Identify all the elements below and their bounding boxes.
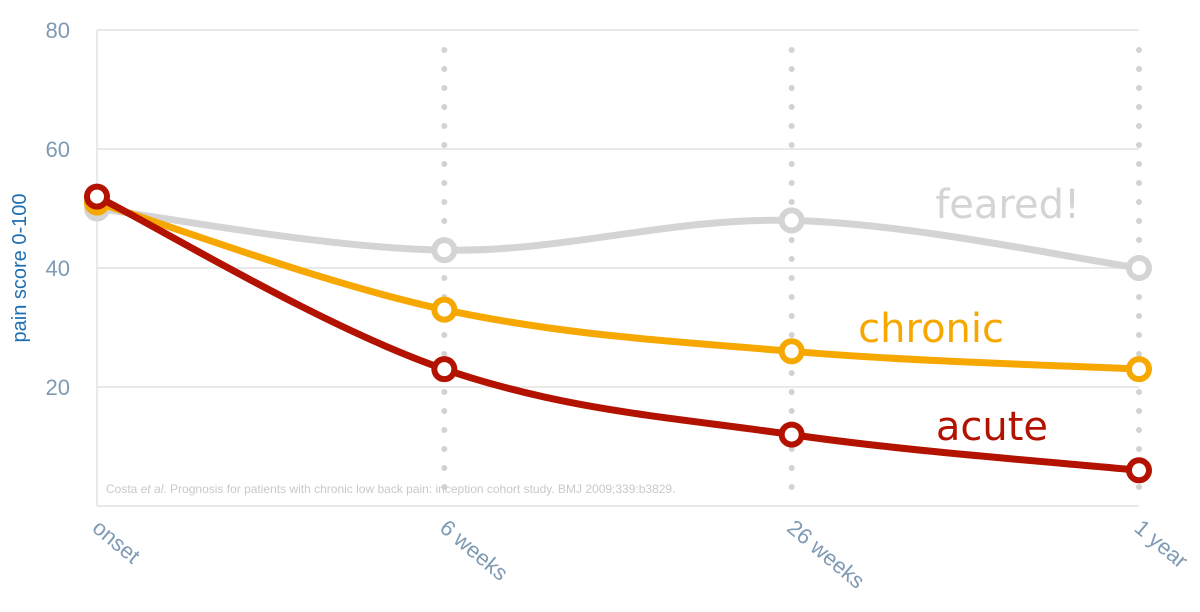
data-point-acute — [84, 183, 110, 210]
data-point-acute — [778, 421, 805, 448]
series-label-feared: feared! — [935, 182, 1080, 228]
y-axis-label: pain score 0-100 — [9, 194, 31, 343]
y-tick-label: 60 — [46, 137, 70, 162]
x-tick-label: 26 weeks — [782, 515, 869, 594]
series-label-acute: acute — [936, 404, 1048, 450]
series-line-chronic — [93, 199, 1143, 373]
series-acute — [84, 183, 1152, 484]
x-tick-label: onset — [88, 515, 145, 569]
citation-et-al: et al — [141, 482, 164, 496]
series-label-chronic: chronic — [858, 306, 1004, 352]
series-layer — [84, 183, 1152, 484]
series-line-acute — [93, 193, 1143, 474]
data-point-chronic — [778, 338, 805, 365]
axis-layer: 20 40 60 80 onset 6 weeks 26 weeks 1 year — [46, 18, 1193, 594]
x-tick-label: 1 year — [1130, 515, 1193, 573]
y-tick-label: 20 — [46, 375, 70, 400]
data-point-feared — [431, 237, 458, 264]
citation-rest: . Prognosis for patients with chronic lo… — [163, 482, 675, 496]
series-line-feared — [93, 205, 1143, 272]
y-tick-label: 80 — [46, 18, 70, 43]
x-tick-label: 6 weeks — [435, 515, 513, 586]
data-point-feared — [778, 207, 805, 234]
data-point-chronic — [431, 296, 458, 323]
data-point-feared — [1126, 255, 1152, 281]
data-point-chronic — [1126, 356, 1152, 383]
citation-annotation: Costa et al. Prognosis for patients with… — [106, 482, 675, 496]
label-layer: feared! chronic acute — [858, 182, 1080, 450]
data-point-acute — [431, 356, 458, 383]
grid-layer — [96, 29, 1142, 507]
y-tick-label: 40 — [46, 256, 70, 281]
citation-author: Costa — [106, 482, 141, 496]
data-point-acute — [1126, 457, 1152, 484]
